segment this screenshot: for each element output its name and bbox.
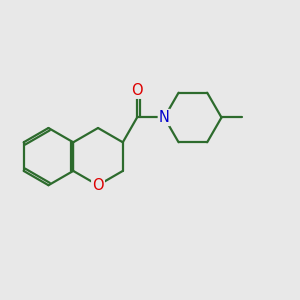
Text: N: N	[159, 110, 170, 125]
Text: O: O	[131, 83, 143, 98]
Text: O: O	[92, 178, 104, 193]
